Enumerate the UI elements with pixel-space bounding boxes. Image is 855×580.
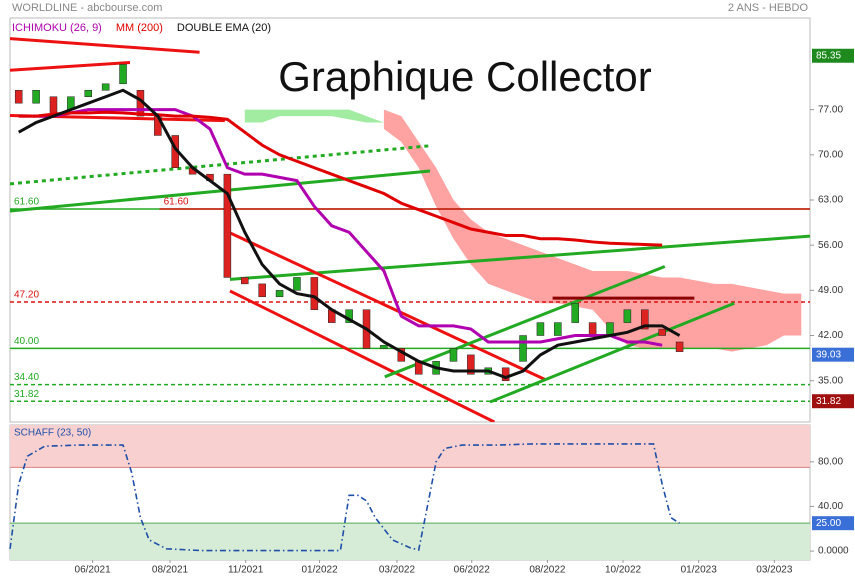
level-label: 40.00 [14, 336, 39, 347]
x-tick-label: 06/2022 [454, 565, 491, 576]
candle [119, 64, 127, 85]
candle [501, 367, 510, 381]
price-tag [812, 48, 854, 63]
series-line [18, 108, 663, 347]
ichimoku-cloud [383, 109, 802, 352]
x-tick-label: 08/2021 [152, 565, 189, 576]
price-tag-label: 39.03 [816, 349, 841, 360]
trend-line [384, 265, 666, 379]
y-tick-label: 35.00 [818, 375, 843, 386]
chart-title: Graphique Collector [278, 53, 652, 100]
trend-line [229, 234, 810, 281]
schaff-tag-label: 25.00 [816, 518, 841, 529]
candle [519, 335, 527, 362]
candle [32, 90, 40, 104]
schaff-tick-label: 40.00 [818, 501, 843, 512]
x-tick-label: 10/2022 [605, 565, 642, 576]
y-tick-label: 77.00 [818, 104, 843, 115]
main-panel [9, 17, 811, 423]
candle [536, 322, 545, 336]
trend-line [10, 169, 431, 213]
price-tag [812, 394, 854, 409]
oversold-zone [10, 523, 810, 560]
overbought-zone [10, 425, 810, 468]
candle [641, 309, 649, 330]
series-line [17, 88, 681, 380]
candle [554, 322, 562, 336]
trend-line [489, 301, 735, 404]
x-tick-label: 01/2022 [301, 565, 338, 576]
level-label: 47.20 [14, 290, 39, 301]
trend-line [229, 231, 546, 381]
legend-entry: ICHIMOKU (26, 9) [12, 22, 102, 34]
candle [467, 354, 475, 375]
price-tag [812, 347, 854, 362]
candle [571, 303, 579, 323]
schaff-line [9, 443, 680, 552]
price-tag-label: 85.35 [816, 50, 841, 61]
trend-line [10, 61, 131, 72]
x-tick-label: 03/2022 [379, 565, 416, 576]
y-tick-label: 70.00 [818, 149, 843, 160]
level-label: 61.60 [164, 197, 189, 208]
x-tick-label: 11/2021 [228, 565, 264, 576]
candle [658, 328, 666, 336]
candle [623, 309, 632, 323]
x-tick-label: 06/2021 [75, 565, 112, 576]
trend-line [10, 37, 200, 54]
schaff-name: SCHAFF (23, 50) [14, 428, 91, 439]
candle [449, 348, 458, 362]
candle [275, 290, 284, 298]
y-tick-label: 49.00 [818, 285, 843, 296]
candle [310, 277, 319, 310]
level-label: 34.40 [14, 372, 39, 383]
header-right: 2 ANS - HEBDO [728, 2, 809, 14]
level-label: 31.82 [14, 389, 39, 400]
schaff-tick-label: 80.00 [818, 456, 843, 467]
candle [293, 277, 301, 291]
trend-line [229, 289, 496, 422]
legend-entry: MM (200) [116, 22, 163, 34]
schaff-tag [812, 516, 854, 531]
x-tick-label: 01/2023 [681, 565, 718, 576]
series-line [18, 110, 663, 247]
trend-line [10, 144, 431, 186]
candle [258, 283, 266, 298]
candle [101, 83, 110, 91]
candle [241, 277, 249, 285]
y-tick-label: 42.00 [818, 330, 843, 341]
level-label: 61.60 [14, 197, 39, 208]
candle [380, 344, 388, 349]
y-tick-label: 56.00 [818, 240, 843, 251]
x-tick-label: 08/2022 [529, 565, 566, 576]
x-tick-label: 03/2023 [756, 565, 793, 576]
legend-entry: DOUBLE EMA (20) [177, 22, 271, 34]
ichimoku-cloud [244, 109, 384, 123]
y-tick-label: 63.00 [818, 195, 843, 206]
price-tag-label: 31.82 [816, 396, 841, 407]
candle [223, 173, 232, 278]
candle [588, 322, 597, 336]
header-left: WORLDLINE - abcbourse.com [12, 2, 162, 14]
candle [84, 90, 93, 97]
candle [675, 341, 684, 352]
candle [14, 90, 23, 104]
schaff-tick-label: 0.0000 [818, 546, 849, 557]
main-plot [10, 37, 810, 422]
